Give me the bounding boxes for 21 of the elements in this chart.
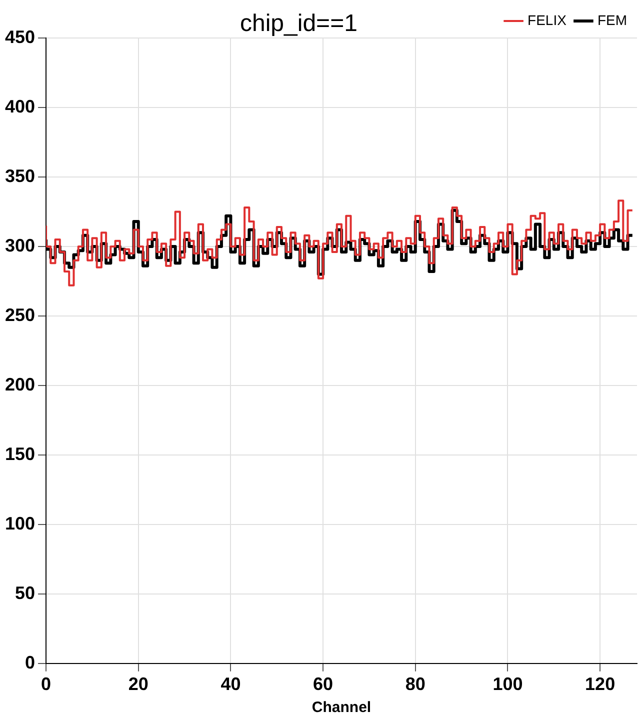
x-tick-label: 0 [41,674,52,694]
y-tick-label: 400 [4,96,36,116]
y-tick-label: 50 [15,582,36,603]
y-tick-label: 0 [25,652,36,672]
x-tick-label: 40 [220,674,241,694]
x-tick-label: 120 [585,674,616,694]
y-tick-label: 150 [4,444,36,464]
x-axis-title: Channel [312,699,372,716]
chart-title: chip_id==1 [240,10,358,38]
x-tick-label: 100 [492,674,523,694]
x-tick-label: 60 [313,674,334,694]
legend-label: FELIX [528,12,568,28]
x-tick-label: 20 [128,674,148,694]
x-tick-label: 80 [405,674,426,694]
y-tick-label: 300 [4,235,36,256]
legend-label: FEM [597,12,628,28]
y-tick-label: 450 [4,26,36,47]
y-tick-label: 250 [4,304,36,325]
y-tick-label: 350 [4,166,36,186]
y-tick-label: 100 [4,513,36,534]
y-tick-label: 200 [4,374,36,394]
